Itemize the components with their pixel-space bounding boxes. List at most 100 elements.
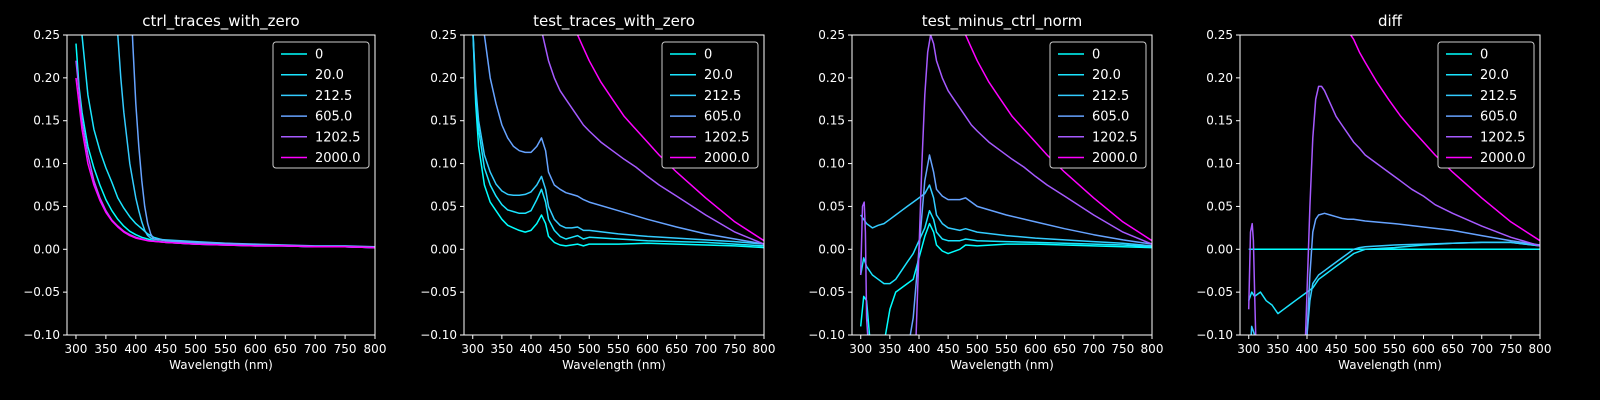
axes-frame — [851, 34, 1153, 336]
x-axis-label: Wavelength (nm) — [169, 358, 273, 372]
x-tick-label: 450 — [937, 342, 960, 356]
series-line-1 — [859, 209, 1152, 285]
y-tick-label: 0.05 — [430, 199, 457, 213]
legend-label-0: 0 — [1480, 48, 1488, 63]
legend-label-5: 2000.0 — [315, 151, 361, 166]
x-tick-label: 400 — [124, 342, 147, 356]
y-tick-label: 0.15 — [430, 114, 457, 128]
x-tick-label: 500 — [1354, 342, 1377, 356]
x-tick-label: 300 — [849, 342, 872, 356]
x-tick-label: 700 — [1082, 342, 1105, 356]
x-axis-label: Wavelength (nm) — [562, 358, 666, 372]
legend-label-1: 20.0 — [315, 68, 344, 83]
y-tick-label: 0.20 — [1206, 71, 1233, 85]
series-line-5 — [576, 35, 764, 242]
chart-title: test_traces_with_zero — [533, 12, 695, 31]
y-tick-label: −0.10 — [420, 328, 457, 342]
y-tick-label: −0.05 — [420, 285, 457, 299]
x-tick-label: 750 — [723, 342, 746, 356]
y-tick-label: 0.15 — [1206, 114, 1233, 128]
series-line-5 — [1350, 35, 1540, 242]
x-tick-label: 600 — [1024, 342, 1047, 356]
legend-label-2: 212.5 — [1092, 89, 1129, 104]
x-tick-label: 800 — [1529, 342, 1552, 356]
y-tick-label: 0.15 — [818, 114, 845, 128]
axes-frame — [463, 34, 765, 336]
x-tick-label: 450 — [154, 342, 177, 356]
x-tick-label: 750 — [1111, 342, 1134, 356]
x-tick-label: 600 — [244, 342, 267, 356]
y-tick-label: 0.05 — [33, 199, 60, 213]
legend-label-4: 1202.5 — [315, 130, 361, 145]
y-tick-label: −0.10 — [808, 328, 845, 342]
legend-label-5: 2000.0 — [1480, 151, 1526, 166]
x-tick-label: 700 — [694, 342, 717, 356]
legend-label-1: 20.0 — [704, 68, 733, 83]
x-tick-label: 650 — [274, 342, 297, 356]
series-line-5 — [964, 35, 1152, 242]
series-line-3 — [483, 35, 764, 245]
legend: 0 20.0 212.5 605.0 1202.5 2000.0 — [272, 41, 370, 169]
legend-label-5: 2000.0 — [704, 151, 750, 166]
series-line-3 — [131, 35, 375, 248]
legend-label-2: 212.5 — [315, 89, 352, 104]
legend-label-3: 605.0 — [1480, 110, 1517, 125]
y-tick-label: 0.00 — [818, 242, 845, 256]
x-tick-label: 550 — [607, 342, 630, 356]
chart-title: ctrl_traces_with_zero — [142, 12, 299, 31]
y-tick-label: 0.10 — [818, 157, 845, 171]
x-tick-label: 550 — [995, 342, 1018, 356]
legend: 0 20.0 212.5 605.0 1202.5 2000.0 — [661, 41, 759, 169]
legend-label-1: 20.0 — [1092, 68, 1121, 83]
x-tick-label: 800 — [753, 342, 776, 356]
x-tick-label: 350 — [878, 342, 901, 356]
x-tick-label: 500 — [578, 342, 601, 356]
y-tick-label: 0.05 — [818, 199, 845, 213]
x-tick-label: 650 — [1053, 342, 1076, 356]
x-tick-label: 350 — [94, 342, 117, 356]
legend-label-0: 0 — [1092, 48, 1100, 63]
legend-label-4: 1202.5 — [704, 130, 750, 145]
series-line-4 — [1247, 85, 1540, 335]
y-tick-label: 0.20 — [818, 71, 845, 85]
legend: 0 20.0 212.5 605.0 1202.5 2000.0 — [1437, 41, 1535, 169]
series-group — [1247, 35, 1540, 335]
x-tick-label: 800 — [364, 342, 387, 356]
series-line-2 — [472, 35, 764, 245]
y-tick-label: 0.25 — [818, 28, 845, 42]
y-tick-label: 0.00 — [33, 242, 60, 256]
x-tick-label: 650 — [665, 342, 688, 356]
x-tick-label: 700 — [304, 342, 327, 356]
legend-label-3: 605.0 — [704, 110, 741, 125]
x-tick-label: 400 — [520, 342, 543, 356]
x-tick-label: 400 — [1296, 342, 1319, 356]
chart-title: test_minus_ctrl_norm — [922, 12, 1083, 31]
axes-frame — [66, 34, 376, 336]
x-tick-label: 350 — [1266, 342, 1289, 356]
series-line-1 — [472, 35, 764, 247]
legend-label-0: 0 — [704, 48, 712, 63]
y-tick-label: −0.05 — [808, 285, 845, 299]
x-tick-label: 400 — [908, 342, 931, 356]
y-tick-label: 0.25 — [430, 28, 457, 42]
legend-label-2: 212.5 — [704, 89, 741, 104]
x-tick-label: 300 — [65, 342, 88, 356]
series-line-1 — [1247, 241, 1540, 315]
legend-label-2: 212.5 — [1480, 89, 1517, 104]
x-tick-label: 450 — [549, 342, 572, 356]
series-line-0 — [859, 222, 1152, 335]
legend-label-1: 20.0 — [1480, 68, 1509, 83]
chart-panel-3: diff 300 350 400 450 500 550 600 650 700 750 800 −0.… — [1196, 12, 1552, 372]
axes-frame — [1239, 34, 1541, 336]
x-axis-label: Wavelength (nm) — [950, 358, 1054, 372]
y-tick-label: −0.05 — [23, 285, 60, 299]
y-tick-label: 0.00 — [1206, 242, 1233, 256]
x-tick-label: 550 — [214, 342, 237, 356]
x-tick-label: 700 — [1470, 342, 1493, 356]
series-line-2 — [860, 184, 1152, 247]
y-tick-label: 0.25 — [1206, 28, 1233, 42]
y-tick-label: 0.00 — [430, 242, 457, 256]
legend-label-4: 1202.5 — [1092, 130, 1138, 145]
legend: 0 20.0 212.5 605.0 1202.5 2000.0 — [1049, 41, 1147, 169]
x-tick-label: 600 — [1412, 342, 1435, 356]
